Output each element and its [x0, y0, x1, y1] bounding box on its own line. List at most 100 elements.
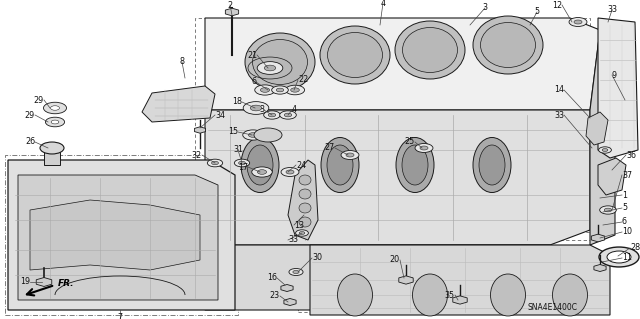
Polygon shape	[281, 285, 293, 292]
Ellipse shape	[299, 203, 311, 213]
Ellipse shape	[337, 274, 372, 316]
Text: 14: 14	[554, 85, 564, 94]
Text: 19: 19	[20, 278, 30, 286]
Text: 31: 31	[233, 145, 243, 154]
Circle shape	[257, 170, 267, 174]
Text: 3: 3	[483, 4, 488, 12]
Polygon shape	[8, 160, 235, 310]
Text: 10: 10	[622, 227, 632, 236]
Polygon shape	[399, 276, 413, 284]
Circle shape	[346, 153, 354, 157]
Ellipse shape	[481, 23, 536, 68]
Ellipse shape	[490, 274, 525, 316]
Text: 6: 6	[622, 218, 627, 226]
Text: 18: 18	[232, 98, 242, 107]
Text: 33: 33	[607, 5, 617, 14]
Text: 25: 25	[404, 137, 415, 146]
Text: 12: 12	[552, 1, 562, 10]
Bar	[5, 155, 238, 315]
Polygon shape	[586, 112, 608, 145]
Polygon shape	[225, 8, 239, 16]
Polygon shape	[30, 200, 200, 270]
Circle shape	[248, 133, 258, 137]
Circle shape	[250, 105, 262, 111]
Circle shape	[243, 102, 269, 115]
Circle shape	[51, 106, 60, 110]
Ellipse shape	[241, 137, 279, 192]
Text: 33: 33	[288, 235, 298, 244]
Polygon shape	[195, 127, 205, 133]
Circle shape	[212, 161, 218, 165]
Circle shape	[420, 146, 428, 150]
Circle shape	[599, 247, 639, 267]
Text: 24: 24	[296, 160, 306, 169]
Ellipse shape	[396, 137, 434, 192]
Circle shape	[264, 65, 276, 71]
Ellipse shape	[299, 189, 311, 199]
Circle shape	[600, 206, 616, 214]
Text: 28: 28	[630, 243, 640, 253]
Circle shape	[286, 170, 294, 174]
Ellipse shape	[395, 21, 465, 79]
Text: 32: 32	[192, 151, 202, 160]
Ellipse shape	[327, 145, 353, 185]
Circle shape	[341, 151, 359, 160]
Text: 1: 1	[622, 190, 627, 199]
Polygon shape	[205, 18, 600, 110]
Polygon shape	[142, 86, 215, 122]
Polygon shape	[36, 278, 52, 286]
Text: 4: 4	[292, 106, 297, 115]
Bar	[298, 240, 590, 312]
Circle shape	[291, 88, 300, 92]
Circle shape	[607, 251, 631, 263]
Ellipse shape	[247, 145, 273, 185]
Circle shape	[293, 271, 299, 274]
Circle shape	[281, 167, 299, 176]
Text: 36: 36	[626, 151, 636, 160]
Text: 27: 27	[324, 144, 335, 152]
Circle shape	[296, 230, 308, 236]
Text: 3: 3	[259, 106, 264, 115]
Circle shape	[574, 20, 582, 24]
Text: 34: 34	[215, 110, 225, 120]
Text: 8: 8	[179, 57, 184, 66]
Circle shape	[598, 147, 611, 153]
Polygon shape	[288, 160, 318, 240]
Text: 13: 13	[294, 220, 304, 229]
Ellipse shape	[253, 40, 307, 85]
Circle shape	[299, 232, 305, 234]
Ellipse shape	[299, 175, 311, 185]
Polygon shape	[590, 30, 615, 245]
Text: 29: 29	[34, 95, 44, 105]
Circle shape	[285, 85, 305, 95]
Circle shape	[40, 142, 64, 154]
Ellipse shape	[473, 137, 511, 192]
Ellipse shape	[299, 217, 311, 227]
Ellipse shape	[552, 274, 588, 316]
Circle shape	[272, 86, 288, 94]
Text: FR.: FR.	[58, 279, 74, 288]
Circle shape	[280, 111, 296, 119]
Ellipse shape	[413, 274, 447, 316]
Text: 5: 5	[622, 204, 627, 212]
Polygon shape	[452, 296, 467, 304]
Circle shape	[264, 111, 280, 119]
Text: 9: 9	[612, 70, 617, 79]
Polygon shape	[598, 18, 638, 158]
Ellipse shape	[403, 27, 458, 72]
Circle shape	[569, 18, 587, 26]
Ellipse shape	[245, 33, 315, 91]
Circle shape	[289, 269, 303, 276]
Circle shape	[276, 88, 284, 92]
Text: 33: 33	[554, 110, 564, 120]
Circle shape	[44, 102, 67, 114]
Bar	[195, 18, 590, 232]
Text: 21: 21	[247, 50, 257, 60]
Circle shape	[604, 208, 612, 212]
Ellipse shape	[479, 145, 505, 185]
Text: 2: 2	[227, 1, 232, 10]
Text: 6: 6	[251, 78, 256, 86]
Text: 15: 15	[228, 128, 238, 137]
Text: 20: 20	[390, 256, 400, 264]
Bar	[44, 148, 60, 165]
